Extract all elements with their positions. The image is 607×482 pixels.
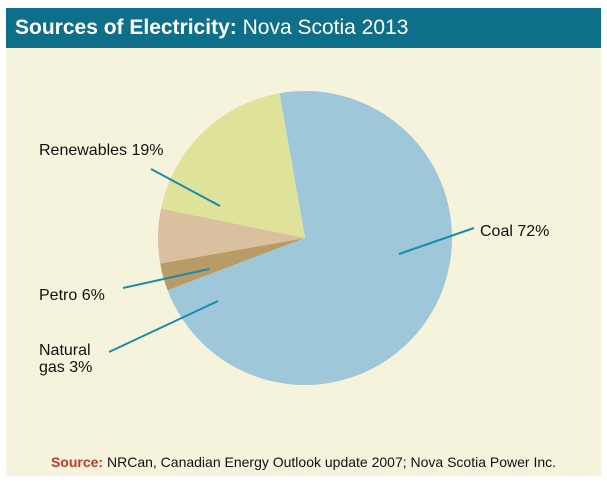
- chart-panel: Sources of Electricity: Nova Scotia 2013…: [6, 8, 601, 476]
- chart-header: Sources of Electricity: Nova Scotia 2013: [6, 8, 601, 48]
- source-note: Source: NRCan, Canadian Energy Outlook u…: [6, 454, 601, 470]
- slice-label-renewables: Renewables 19%: [39, 142, 164, 159]
- source-label: Source:: [51, 454, 103, 470]
- slice-label-coal: Coal 72%: [480, 223, 549, 240]
- pie-chart: Coal 72% Natural gas 3% Petro 6% Renewables …: [6, 48, 601, 438]
- title-bold: Sources of Electricity:: [15, 16, 237, 39]
- slice-label-natural-gas: Natural gas 3%: [39, 342, 92, 376]
- pie-slices: [158, 91, 452, 385]
- slice-label-petro: Petro 6%: [39, 287, 105, 304]
- source-text: NRCan, Canadian Energy Outlook update 20…: [107, 454, 556, 470]
- title-rest: Nova Scotia 2013: [243, 16, 409, 39]
